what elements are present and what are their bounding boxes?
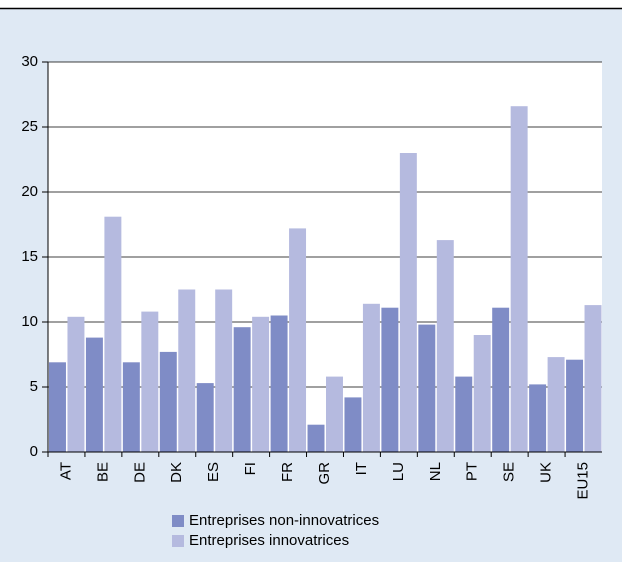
bar — [141, 311, 159, 452]
y-tick-label: 0 — [30, 443, 38, 460]
bar — [104, 216, 122, 452]
x-tick-label: LU — [390, 462, 407, 481]
x-tick-label: ES — [205, 462, 222, 482]
bar — [436, 240, 454, 452]
bar — [49, 362, 66, 452]
x-tick-label: BE — [94, 462, 111, 482]
legend-label: Entreprises non-innovatrices — [189, 512, 379, 529]
x-tick-label: GR — [316, 462, 333, 485]
x-tick-label: DE — [131, 462, 148, 483]
bar — [418, 324, 436, 452]
bar — [399, 153, 417, 452]
x-tick-label: DK — [168, 462, 185, 483]
bar — [307, 424, 325, 452]
bar — [455, 376, 473, 452]
bar — [252, 316, 270, 452]
y-tick-label: 25 — [21, 118, 38, 135]
x-tick-label: FR — [279, 462, 296, 482]
x-tick-label: SE — [501, 462, 518, 482]
bar — [547, 357, 565, 452]
y-tick-label: 15 — [21, 248, 38, 265]
bar — [510, 106, 528, 452]
bar — [196, 383, 214, 452]
y-tick-label: 30 — [21, 53, 38, 70]
x-tick-label: IT — [353, 462, 370, 475]
x-tick-label: EU15 — [575, 462, 592, 500]
legend-label: Entreprises innovatrices — [189, 532, 349, 549]
legend-swatch — [172, 515, 184, 527]
bar — [289, 228, 307, 452]
y-tick-label: 10 — [21, 313, 38, 330]
bar — [492, 307, 510, 452]
bar — [326, 376, 343, 452]
bar — [67, 316, 85, 452]
x-tick-label: AT — [57, 462, 74, 480]
y-tick-label: 20 — [21, 183, 38, 200]
x-tick-label: UK — [538, 462, 555, 483]
x-tick-label: NL — [427, 462, 444, 481]
bar — [529, 384, 547, 452]
bar — [473, 335, 491, 452]
bar — [159, 351, 177, 452]
bar — [122, 362, 140, 452]
bar — [362, 303, 380, 452]
bar — [344, 397, 362, 452]
bar — [566, 359, 584, 452]
x-tick-label: PT — [464, 462, 481, 481]
y-tick-label: 5 — [30, 378, 38, 395]
bar — [270, 315, 288, 452]
bar — [233, 327, 251, 452]
bar — [85, 337, 103, 452]
bar — [215, 289, 233, 452]
legend-swatch — [172, 535, 184, 547]
bar — [584, 305, 602, 452]
bar — [381, 307, 399, 452]
x-tick-label: FI — [242, 462, 259, 475]
bar — [178, 289, 196, 452]
